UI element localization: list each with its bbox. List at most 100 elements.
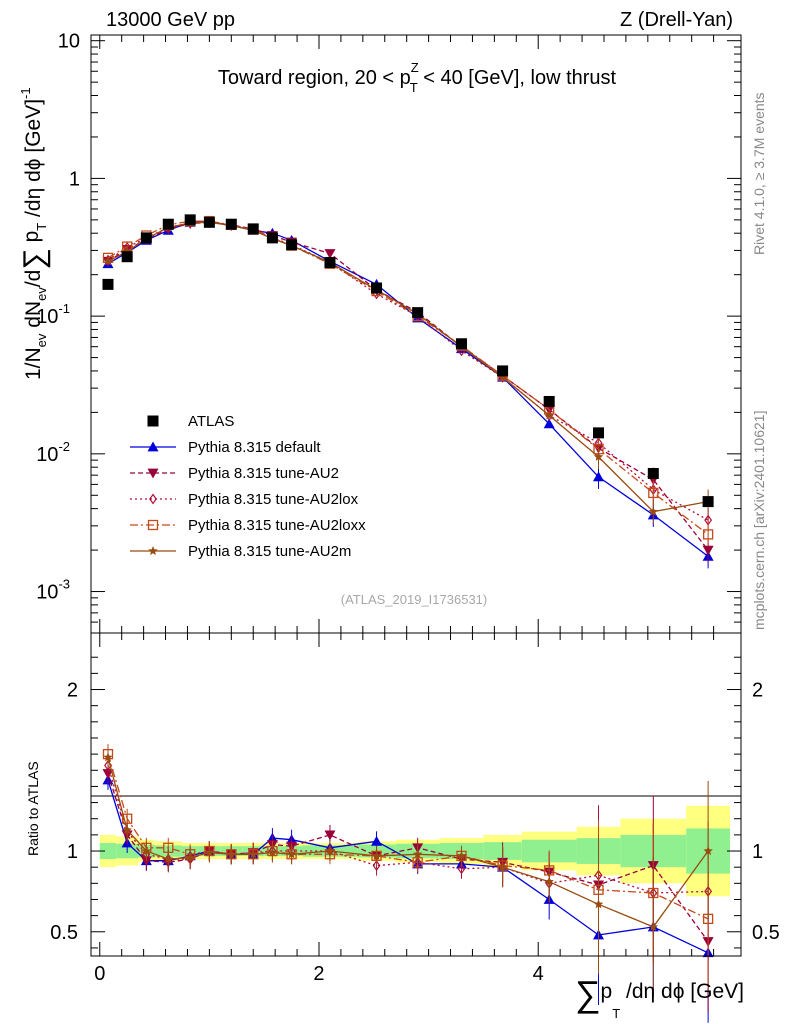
legend-marker [149,493,157,505]
watermark: (ATLAS_2019_I1736531) [341,592,487,607]
ratio-point-au2m [122,825,132,835]
ratio-point-au2m [593,899,604,909]
data-point-atlas [412,307,424,319]
data-point-atlas [184,214,196,226]
data-point-atlas [203,216,215,228]
series-au2 [102,217,714,563]
y-tick-mantissa: 10 [36,306,58,328]
ratio-point-au2m [456,850,467,860]
ratio-y-tick-label-left: 2 [67,680,78,702]
ratio-point-au2m [185,852,195,862]
legend-item-au2m: Pythia 8.315 tune-AU2m [130,543,351,560]
ratio-y-tick-label-left: 1 [67,841,78,863]
data-point-atlas [162,218,174,230]
ratio-panel: 0.5 0.5 1 1 2 2 0 2 4 [50,632,780,1023]
title-sup: Z [411,60,419,75]
ratio-point-au2m [204,847,215,857]
data-point-atlas [593,427,605,439]
data-point-au2m [544,410,554,420]
y-tick-mantissa: 10 [36,444,58,466]
ratio-y-tick-label-left: 0.5 [50,922,78,944]
legend-item-atlas: ATLAS [147,413,234,430]
y-axis-label-main: 1/Nev dNev/d∑ pT /dη dϕ [GeV]-1 [18,87,51,380]
ratio-point-au2m [226,849,237,859]
legend-item-default: Pythia 8.315 default [130,439,321,456]
ratio-point-au2m [103,752,113,762]
y-tick-label: 10-2 [36,439,70,466]
ratio-point-au2m [163,854,173,864]
y-tick-exponent: -2 [58,439,70,454]
data-point-au2 [324,249,336,259]
ratio-y-tick-label-right: 0.5 [752,922,780,944]
y-tick-mantissa: 10 [36,582,58,604]
mcplots-label: mcplots.cern.ch [arXiv:2401.10621] [751,411,767,630]
ratio-point-au2m [325,846,335,856]
data-point-atlas [225,218,237,230]
ratio-point-au2m [648,921,659,931]
ratio-point-au2m [703,846,713,856]
data-point-atlas [455,338,467,350]
data-point-atlas [543,395,555,407]
data-point-au2lox [104,254,112,266]
data-point-atlas [647,467,659,479]
data-point-au2 [702,545,714,556]
ratio-panel-frame [90,632,742,957]
ratio-y-tick-label-right: 2 [752,680,763,702]
x-tick-label: 4 [533,963,544,985]
ratio-series [102,744,714,1023]
y-tick-exponent: -1 [58,301,70,316]
header-right: Z (Drell-Yan) [620,9,733,31]
ratio-point-au2m [412,849,423,859]
y-tick-label: 10-3 [36,577,70,604]
legend-label: Pythia 8.315 tune-AU2m [188,543,351,560]
series-default [102,216,714,569]
legend-label: ATLAS [188,413,234,430]
legend-item-au2: Pythia 8.315 tune-AU2 [130,465,339,482]
uncertainty-band-green [99,842,117,860]
y-tick-label: 10 [58,31,80,53]
series-atlas [102,214,714,508]
rivet-version-label: Rivet 4.1.0, ≥ 3.7M events [751,92,767,255]
header-left: 13000 GeV pp [106,9,235,31]
ratio-point-au2m [267,847,278,857]
ratio-series-au2 [102,763,714,1012]
series-line-au2loxx [107,220,709,535]
ratio-point-au2m [544,876,554,886]
data-point-atlas [324,257,336,269]
legend-marker [147,441,159,452]
ratio-point-default [371,835,383,846]
legend-marker [148,546,158,555]
data-point-au2m [103,256,113,266]
ratio-point-au2m [286,849,297,859]
ratio-point-au2m [371,850,382,860]
legend-marker [147,519,159,531]
legend: ATLAS Pythia 8.315 default Pythia 8.315 tu… [130,413,366,560]
legend-label: Pythia 8.315 tune-AU2 [188,465,339,482]
legend-label: Pythia 8.315 tune-AU2loxx [188,517,366,534]
data-point-atlas [286,239,298,251]
y-tick-label: 10-1 [36,301,70,328]
data-point-atlas [247,223,259,235]
data-point-au2m [648,506,659,516]
data-point-au2m [497,372,508,382]
ratio-y-tick-label-right: 1 [752,841,763,863]
y-tick-label: 1 [69,168,80,190]
ratio-point-au2 [324,830,336,841]
title-sub: T [410,80,418,95]
data-point-atlas [140,232,152,244]
x-tick-label: 2 [313,963,324,985]
ratio-point-au2m [248,849,258,859]
main-series [102,214,714,569]
ratio-ticks: 0.5 0.5 1 1 2 2 0 2 4 [50,633,780,985]
ratio-point-au2lox [372,860,381,872]
ratio-series-au2m [103,747,713,997]
plot-title: Toward region, 20 < pZ T < 40 [GeV], low … [218,60,617,95]
data-point-au2loxx [702,529,714,540]
x-tick-label: 0 [94,963,105,985]
data-point-atlas [102,278,114,290]
ratio-point-au2m [141,846,152,856]
data-point-atlas [702,496,714,508]
legend-marker [147,415,159,427]
